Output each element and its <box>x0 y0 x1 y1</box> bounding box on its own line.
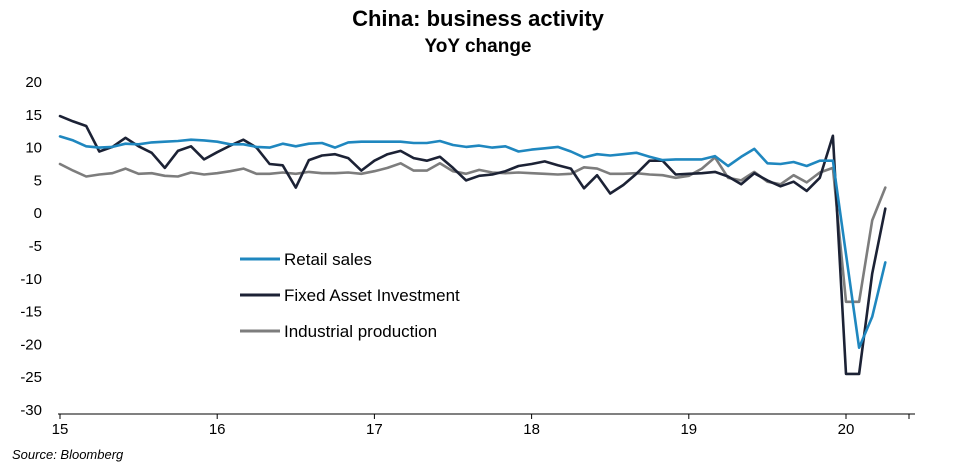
series-line-retail-sales <box>58 135 887 350</box>
x-tick-label: 20 <box>838 421 855 438</box>
y-tick-label: -30 <box>20 402 42 419</box>
y-tick-label: 10 <box>25 140 42 157</box>
legend: Retail sales Fixed Asset Investment Indust… <box>240 250 460 341</box>
x-tick-label: 18 <box>523 421 540 438</box>
chart-title: China: business activity <box>352 6 604 31</box>
x-tick-label: 17 <box>366 421 383 438</box>
x-tick-label: 15 <box>52 421 69 438</box>
y-tick-label: -5 <box>29 238 42 255</box>
y-tick-label: -20 <box>20 336 42 353</box>
y-tick-label: -15 <box>20 304 42 321</box>
source-note: Source: Bloomberg <box>12 447 124 462</box>
chart-subtitle: YoY change <box>424 36 532 57</box>
series-line-fixed-asset-investment <box>58 114 887 376</box>
y-tick-label: 15 <box>25 107 42 124</box>
x-tick-label: 19 <box>680 421 697 438</box>
legend-label: Industrial production <box>284 322 437 341</box>
y-axis-labels: 20 15 10 5 0 -5 -10 -15 -20 -25 -30 <box>20 74 42 419</box>
x-tick-label: 16 <box>209 421 226 438</box>
y-tick-label: -10 <box>20 271 42 288</box>
legend-label: Fixed Asset Investment <box>284 286 460 305</box>
series-lines <box>58 114 887 376</box>
y-tick-label: 5 <box>34 172 42 189</box>
y-tick-label: -25 <box>20 369 42 386</box>
y-tick-label: 0 <box>34 205 42 222</box>
series-line-industrial-production <box>58 156 887 304</box>
x-axis: 15 16 17 18 19 20 <box>52 413 915 438</box>
legend-label: Retail sales <box>284 250 372 269</box>
y-tick-label: 20 <box>25 74 42 91</box>
